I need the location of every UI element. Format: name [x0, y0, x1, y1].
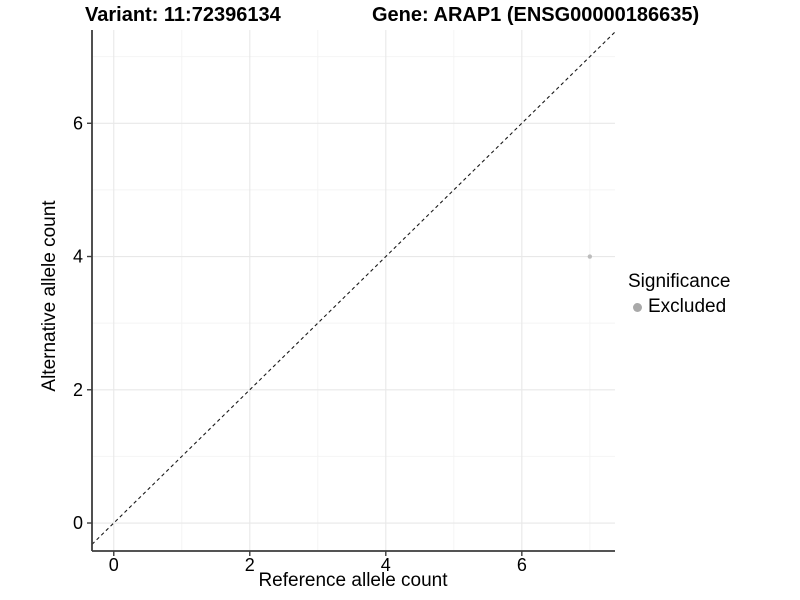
legend-point-icon	[633, 302, 642, 312]
x-tick-label: 6	[517, 555, 527, 575]
x-axis-label: Reference allele count	[258, 570, 448, 591]
legend: Significance Excluded	[628, 271, 730, 318]
plot-title-gene: Gene: ARAP1 (ENSG00000186635)	[372, 4, 700, 26]
legend-item-excluded: Excluded	[628, 296, 730, 318]
y-tick-label: 0	[73, 513, 83, 533]
identity-line	[91, 31, 616, 545]
y-axis-label: Alternative allele count	[39, 200, 60, 392]
data-point	[587, 254, 593, 259]
legend-title: Significance	[628, 271, 731, 292]
x-tick-label: 2	[245, 555, 255, 575]
x-tick-label: 0	[109, 555, 119, 575]
y-tick-label: 6	[73, 113, 83, 133]
y-tick-label: 2	[73, 380, 83, 400]
y-tick-label: 4	[73, 247, 83, 267]
legend-item-label: Excluded	[648, 296, 727, 317]
plot-title-variant: Variant: 11:72396134	[85, 4, 281, 26]
x-tick-label: 4	[381, 555, 391, 575]
